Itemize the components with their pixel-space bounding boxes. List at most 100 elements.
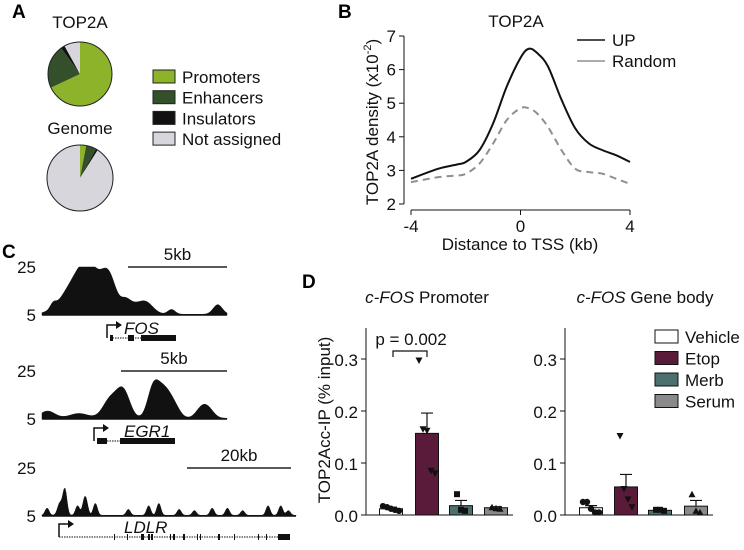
track-ymax-label: 25 — [17, 258, 36, 277]
data-point-etop — [431, 470, 439, 477]
track-ymin-label: 5 — [27, 306, 36, 325]
data-point-etop — [616, 432, 624, 440]
bar-etop — [614, 486, 638, 516]
error-bar-serum — [690, 499, 702, 507]
data-point-etop — [427, 467, 435, 475]
data-point-vehicle — [583, 498, 591, 506]
legend-label-vehicle: Vehicle — [685, 328, 740, 347]
data-point-serum — [688, 490, 696, 498]
gene-name: EGR1 — [124, 422, 170, 441]
legend-label-up: UP — [612, 31, 636, 50]
gene-exon — [173, 534, 175, 540]
gene-exon — [197, 534, 198, 540]
legend-label-random: Random — [612, 52, 676, 71]
legend-label-promoters: Promoters — [182, 68, 260, 87]
track-ymin-label: 5 — [27, 410, 36, 429]
coverage-track-ldlr — [41, 487, 297, 517]
coverage-track-fos — [41, 266, 228, 316]
panel-label-a: A — [12, 2, 26, 23]
pie-slice-not-assigned — [64, 42, 80, 74]
tss-arrowhead-icon — [116, 321, 122, 329]
gene-exon — [127, 534, 128, 540]
y-axis-label-close: ) — [363, 39, 382, 45]
pie-slice-not-assigned — [46, 145, 113, 211]
y-axis-label: TOP2Acc-IP (% input) — [315, 337, 334, 504]
data-point-etop — [628, 504, 636, 511]
subplot-title-gene: c-FOS — [365, 288, 415, 307]
gene-exon — [120, 438, 149, 444]
legend-label-merb: Merb — [685, 371, 724, 390]
pie-title: TOP2A — [52, 13, 108, 32]
data-point-serum — [496, 505, 504, 512]
subplot-title-gene: c-FOS — [576, 288, 626, 307]
gene-exon — [149, 438, 175, 444]
legend-swatch-insulators — [152, 110, 176, 125]
gene-name: LDLR — [124, 518, 167, 537]
y-axis-label: TOP2A density (x10-2) — [362, 39, 382, 205]
legend-swatch-promoters — [152, 69, 176, 84]
data-point-serum — [488, 503, 496, 511]
subplot-title-region: Promoter — [414, 288, 489, 307]
y-tick-label: 7 — [387, 27, 396, 46]
gene-exon — [110, 335, 113, 341]
gene-exon — [114, 534, 115, 540]
series-line-random — [410, 106, 631, 185]
y-tick-label: 5 — [387, 94, 396, 113]
track-ymax-label: 25 — [17, 459, 36, 478]
series-line-up — [410, 47, 631, 180]
data-point-merb — [462, 507, 468, 514]
legend-swatch-etop — [654, 351, 679, 365]
x-tick-label: 0 — [516, 217, 525, 236]
data-point-etop — [624, 496, 632, 503]
gene-exon — [183, 534, 185, 540]
gene-exon — [97, 438, 107, 444]
y-tick-label: 0.2 — [334, 403, 358, 422]
significance-bracket — [392, 350, 428, 357]
x-axis-label: Distance to TSS (kb) — [442, 235, 599, 254]
panel-d-bars: TOP2Acc-IP (% input) c-FOS Promoter 0.0 0.1… — [315, 288, 740, 526]
y-tick-label: 3 — [387, 161, 396, 180]
panel-label-b: B — [338, 2, 352, 23]
data-point-etop — [423, 427, 431, 435]
subplot-title-region: Gene body — [626, 288, 714, 307]
chart-title: TOP2A — [488, 12, 544, 31]
legend-label-insulators: Insulators — [182, 109, 256, 128]
legend-label-etop: Etop — [685, 350, 720, 369]
data-point-vehicle — [395, 507, 403, 515]
legend-label-not-assigned: Not assigned — [182, 130, 281, 149]
gene-exon — [151, 534, 153, 540]
tss-arrowhead-icon — [68, 520, 74, 528]
pie-slice-insulators — [61, 45, 80, 74]
data-point-merb — [657, 506, 663, 513]
legend-swatch-merb — [654, 372, 679, 387]
data-point-merb — [661, 507, 667, 514]
legend-swatch-serum — [654, 394, 679, 408]
legend-label-serum: Serum — [685, 393, 735, 412]
tss-arrow-icon — [93, 427, 104, 441]
scale-bar-label: 5kb — [164, 245, 191, 264]
pie-title: Genome — [47, 119, 112, 138]
panel-label-d: D — [302, 272, 316, 293]
data-point-merb — [454, 491, 460, 498]
pie-slice-promoters — [51, 42, 112, 106]
gene-exon — [218, 534, 220, 540]
y-tick-label: 0.1 — [334, 455, 358, 474]
gene-exon — [128, 335, 134, 341]
subplot-title: c-FOS Gene body — [576, 288, 714, 307]
track-ymin-label: 5 — [27, 507, 36, 526]
subplot-title: c-FOS Promoter — [365, 288, 489, 307]
y-axis-label-exponent: -2 — [362, 45, 374, 55]
gene-exon — [234, 534, 235, 540]
p-value-annotation: p = 0.002 — [375, 330, 446, 349]
gene-exon — [141, 534, 144, 540]
legend-swatch-enhancers — [152, 90, 176, 105]
y-tick-label: 0.2 — [533, 403, 557, 422]
data-point-merb — [458, 506, 464, 513]
y-tick-label: 0.0 — [533, 507, 557, 526]
gene-exon — [266, 534, 267, 540]
gene-exon — [278, 534, 290, 540]
panel-b-profile: TOP2A 2 3 4 5 6 7 -4 0 4 Distance to TSS (kb) TOP2A… — [362, 12, 676, 254]
